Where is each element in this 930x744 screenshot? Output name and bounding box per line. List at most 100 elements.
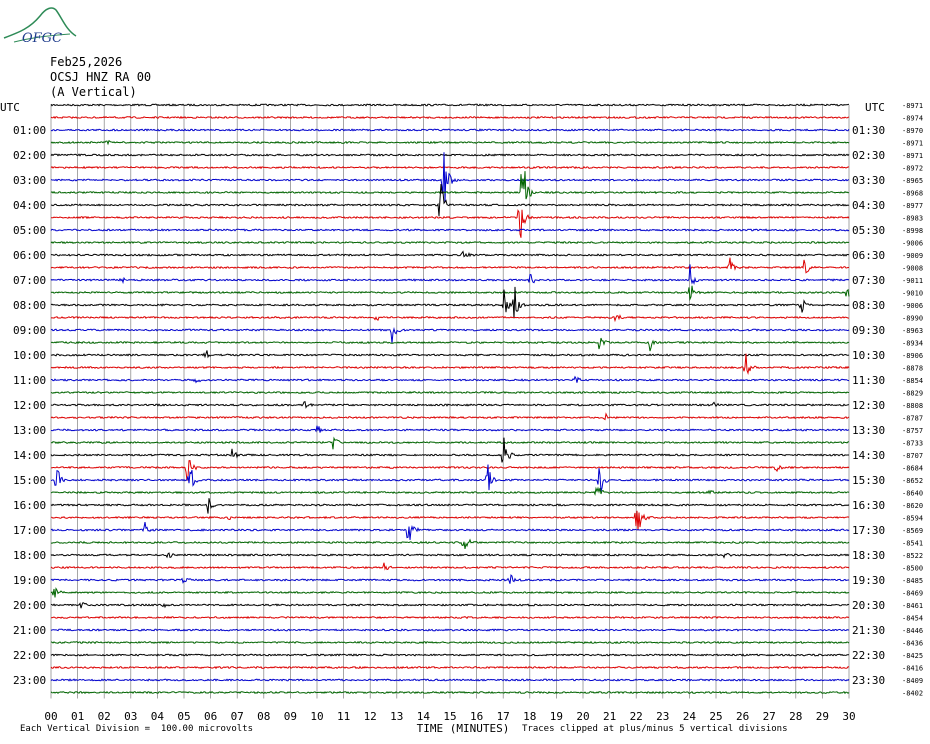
seismic-trace bbox=[50, 250, 850, 258]
hour-label-left: 10:00 bbox=[13, 349, 46, 362]
hour-label-right: 02:30 bbox=[852, 149, 885, 162]
x-tick-label: 03 bbox=[124, 710, 137, 723]
x-tick-label: 19 bbox=[550, 710, 563, 723]
x-tick-label: 26 bbox=[736, 710, 749, 723]
x-tick-label: 08 bbox=[257, 710, 270, 723]
hour-label-left: 02:00 bbox=[13, 149, 46, 162]
hour-label-left: 16:00 bbox=[13, 499, 46, 512]
seismic-trace bbox=[50, 401, 850, 409]
trace-offset-label: -8808 bbox=[902, 402, 923, 410]
hour-label-left: 08:00 bbox=[13, 299, 46, 312]
trace-offset-label: -8640 bbox=[902, 490, 923, 498]
x-tick-label: 23 bbox=[656, 710, 669, 723]
x-tick-label: 06 bbox=[204, 710, 217, 723]
hour-label-right: 04:30 bbox=[852, 199, 885, 212]
x-tick-label: 25 bbox=[709, 710, 722, 723]
hour-label-right: 21:30 bbox=[852, 624, 885, 637]
vertical-division-note: Each Vertical Division = 100.00 microvol… bbox=[20, 724, 253, 734]
seismic-trace bbox=[50, 326, 850, 344]
seismic-trace bbox=[50, 240, 850, 245]
x-tick-label: 27 bbox=[763, 710, 776, 723]
hour-label-right: 07:30 bbox=[852, 274, 885, 287]
trace-offset-label: -9006 bbox=[902, 302, 923, 310]
trace-offset-label: -8971 bbox=[902, 140, 923, 148]
x-tick-label: 15 bbox=[443, 710, 456, 723]
ofgc-logo: OFGC bbox=[3, 7, 77, 46]
x-tick-label: 30 bbox=[842, 710, 855, 723]
seismic-trace bbox=[50, 538, 850, 549]
trace-offset-label: -8461 bbox=[902, 602, 923, 610]
trace-offset-label: -8409 bbox=[902, 677, 923, 685]
hour-label-right: 05:30 bbox=[852, 224, 885, 237]
trace-offset-label: -8416 bbox=[902, 665, 923, 673]
seismic-trace bbox=[50, 602, 850, 609]
hour-label-right: 19:30 bbox=[852, 574, 885, 587]
x-tick-label: 02 bbox=[98, 710, 111, 723]
hour-label-right: 23:30 bbox=[852, 674, 885, 687]
hour-label-left: 15:00 bbox=[13, 474, 46, 487]
hour-label-right: 08:30 bbox=[852, 299, 885, 312]
seismic-trace bbox=[50, 510, 850, 531]
trace-offset-label: -8998 bbox=[902, 227, 923, 235]
seismic-trace bbox=[50, 522, 850, 540]
seismic-trace bbox=[50, 437, 849, 463]
trace-offset-label: -8620 bbox=[902, 502, 923, 510]
x-tick-label: 00 bbox=[44, 710, 57, 723]
hour-label-right: 16:30 bbox=[852, 499, 885, 512]
seismic-trace bbox=[50, 486, 850, 496]
x-tick-label: 17 bbox=[497, 710, 510, 723]
x-tick-label: 29 bbox=[816, 710, 829, 723]
hour-label-left: 12:00 bbox=[13, 399, 46, 412]
trace-offset-label: -8787 bbox=[902, 415, 923, 423]
trace-offset-label: -8971 bbox=[902, 152, 923, 160]
trace-offset-label: -8594 bbox=[902, 515, 923, 523]
x-tick-label: 12 bbox=[364, 710, 377, 723]
hour-label-right: 09:30 bbox=[852, 324, 885, 337]
hour-label-right: 11:30 bbox=[852, 374, 885, 387]
trace-offset-label: -8934 bbox=[902, 340, 923, 348]
seismic-trace bbox=[50, 314, 850, 323]
x-tick-label: 13 bbox=[390, 710, 403, 723]
seismic-trace bbox=[50, 678, 850, 682]
trace-offset-label: -8829 bbox=[902, 390, 923, 398]
trace-offset-label: -8541 bbox=[902, 540, 923, 548]
trace-offset-label: -8968 bbox=[902, 190, 923, 198]
x-tick-label: 16 bbox=[470, 710, 483, 723]
x-tick-label: 21 bbox=[603, 710, 616, 723]
hour-label-left: 13:00 bbox=[13, 424, 46, 437]
trace-offset-label: -8854 bbox=[902, 377, 923, 385]
seismic-trace bbox=[50, 350, 850, 359]
seismic-trace bbox=[50, 115, 850, 120]
trace-offset-label: -8425 bbox=[902, 652, 923, 660]
hour-label-right: 13:30 bbox=[852, 424, 885, 437]
trace-offset-label: -8906 bbox=[902, 352, 923, 360]
hour-label-left: 23:00 bbox=[13, 674, 46, 687]
seismic-trace bbox=[50, 285, 850, 301]
seismic-trace bbox=[50, 436, 850, 450]
x-tick-label: 05 bbox=[177, 710, 190, 723]
hour-label-right: 17:30 bbox=[852, 524, 885, 537]
hour-label-left: 09:00 bbox=[13, 324, 46, 337]
trace-offset-label: -8757 bbox=[902, 427, 923, 435]
seismic-trace bbox=[50, 498, 850, 514]
trace-offset-label: -8707 bbox=[902, 452, 923, 460]
x-tick-label: 10 bbox=[310, 710, 323, 723]
x-tick-label: 18 bbox=[523, 710, 536, 723]
seismic-trace bbox=[50, 640, 850, 645]
trace-offset-label: -8436 bbox=[902, 640, 923, 648]
seismic-trace bbox=[50, 153, 850, 157]
seismic-trace bbox=[50, 103, 850, 107]
trace-offset-label: -9008 bbox=[902, 265, 923, 273]
seismic-trace bbox=[50, 562, 850, 571]
trace-offset-label: -9010 bbox=[902, 290, 923, 298]
hour-label-left: 07:00 bbox=[13, 274, 46, 287]
trace-offset-label: -9006 bbox=[902, 240, 923, 248]
hour-label-left: 06:00 bbox=[13, 249, 46, 262]
x-tick-label: 20 bbox=[576, 710, 589, 723]
trace-offset-label: -8965 bbox=[902, 177, 923, 185]
trace-offset-label: -8446 bbox=[902, 627, 923, 635]
seismic-trace bbox=[50, 425, 850, 433]
hour-label-right: 14:30 bbox=[852, 449, 885, 462]
hour-label-left: 05:00 bbox=[13, 224, 46, 237]
hour-label-left: 03:00 bbox=[13, 174, 46, 187]
